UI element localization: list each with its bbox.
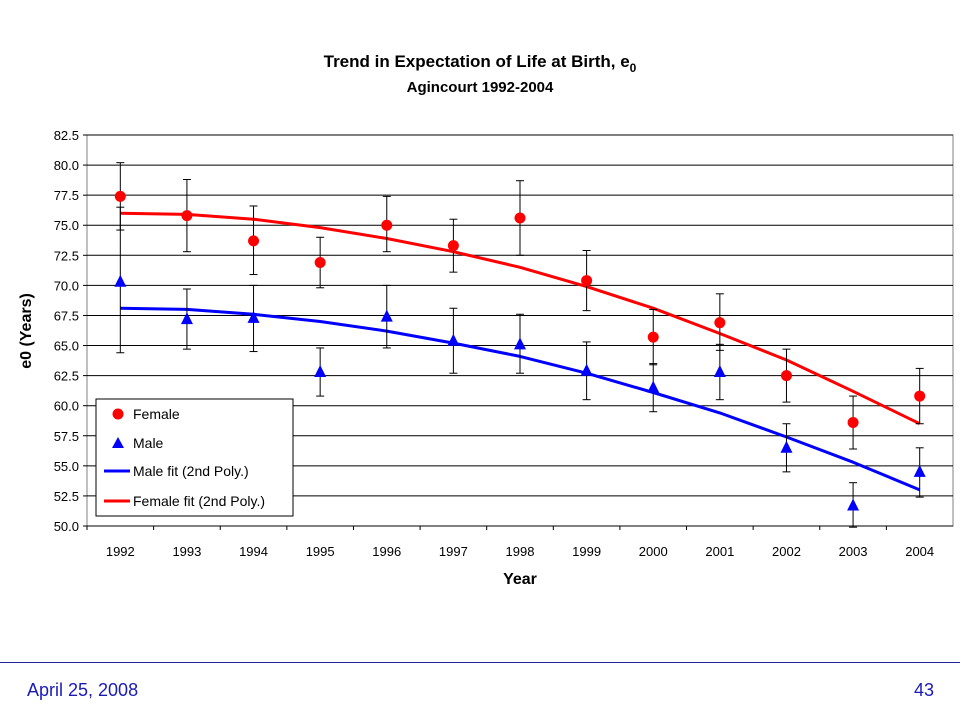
data-point-male [314, 365, 327, 378]
y-tick-label: 80.0 [54, 158, 79, 173]
data-point-male [580, 363, 593, 376]
x-tick-label: 1992 [106, 544, 135, 559]
data-point-female [847, 417, 859, 429]
data-point-male [180, 312, 193, 325]
legend-female-label: Female [133, 406, 180, 422]
data-points [114, 190, 926, 511]
data-point-male [380, 309, 393, 322]
svg-text:Trend in Expectation of Life a: Trend in Expectation of Life at Birth, e… [324, 52, 637, 75]
x-tick-label: 1994 [239, 544, 268, 559]
y-tick-label: 72.5 [54, 248, 79, 263]
data-point-female [181, 210, 193, 222]
y-tick-label: 57.5 [54, 429, 79, 444]
legend-female-marker [112, 408, 124, 420]
data-point-male [913, 464, 926, 477]
page-number: 43 [913, 680, 934, 700]
legend-male-fit-label: Male fit (2nd Poly.) [133, 463, 249, 479]
data-point-female [514, 212, 526, 224]
x-tick-label: 2003 [839, 544, 868, 559]
x-tick-label: 1993 [172, 544, 201, 559]
y-tick-label: 60.0 [54, 399, 79, 414]
data-point-male [647, 380, 660, 393]
data-point-female [714, 317, 726, 329]
chart-title: Trend in Expectation of Life at Birth, e… [324, 52, 637, 96]
chart-title-subscript: 0 [630, 61, 637, 75]
y-tick-label: 52.5 [54, 489, 79, 504]
footer-date: April 25, 2008 [27, 680, 139, 700]
data-point-male [247, 310, 260, 323]
x-tick-label: 2001 [705, 544, 734, 559]
legend: Female Male Male fit (2nd Poly.) Female … [95, 398, 294, 517]
legend-female-fit-label: Female fit (2nd Poly.) [133, 493, 265, 509]
y-tick-label: 70.0 [54, 278, 79, 293]
data-point-female [314, 257, 326, 269]
data-point-female [780, 370, 792, 382]
y-tick-label: 50.0 [54, 519, 79, 534]
data-point-male [447, 333, 460, 346]
x-tick-label: 1997 [439, 544, 468, 559]
chart-subtitle: Agincourt 1992-2004 [407, 79, 554, 96]
x-axis-label: Year [503, 571, 537, 588]
y-axis-ticks: 50.0 52.5 55.0 57.5 60.0 62.5 65.0 67.5 70.0 72.5… [54, 128, 87, 534]
chart: Trend in Expectation of Life at Birth, e… [18, 52, 954, 588]
x-tick-label: 2004 [905, 544, 934, 559]
data-point-male [514, 337, 526, 350]
y-tick-label: 67.5 [54, 308, 79, 323]
data-point-female [581, 275, 593, 287]
data-point-female [114, 190, 126, 202]
data-point-female [381, 219, 393, 231]
x-tick-label: 1998 [506, 544, 535, 559]
x-axis-ticks: 1992 1993 1994 1995 1996 1997 1998 1999 2000 2001… [86, 526, 934, 559]
footer-divider [0, 662, 960, 663]
x-tick-label: 2000 [639, 544, 668, 559]
x-tick-label: 1996 [372, 544, 401, 559]
x-tick-label: 1995 [306, 544, 335, 559]
data-point-female [248, 235, 260, 247]
legend-male-label: Male [133, 435, 164, 451]
y-tick-label: 82.5 [54, 128, 79, 143]
legend-male-marker [112, 437, 124, 448]
y-tick-label: 77.5 [54, 188, 79, 203]
data-point-male [114, 274, 127, 287]
error-bars [116, 162, 924, 528]
y-tick-label: 65.0 [54, 339, 79, 354]
data-point-male [780, 440, 793, 453]
data-point-male [847, 498, 860, 511]
data-point-male [713, 365, 726, 378]
y-tick-label: 62.5 [54, 369, 79, 384]
y-axis-label: e0 (Years) [18, 293, 35, 369]
data-point-female [647, 331, 659, 343]
x-tick-label: 1999 [572, 544, 601, 559]
legend-box [95, 398, 294, 517]
x-tick-label: 2002 [772, 544, 801, 559]
data-point-female [914, 390, 926, 402]
chart-title-text: Trend in Expectation of Life at Birth, e [324, 52, 630, 71]
y-tick-label: 75.0 [54, 218, 79, 233]
y-tick-label: 55.0 [54, 459, 79, 474]
data-point-female [447, 240, 459, 252]
